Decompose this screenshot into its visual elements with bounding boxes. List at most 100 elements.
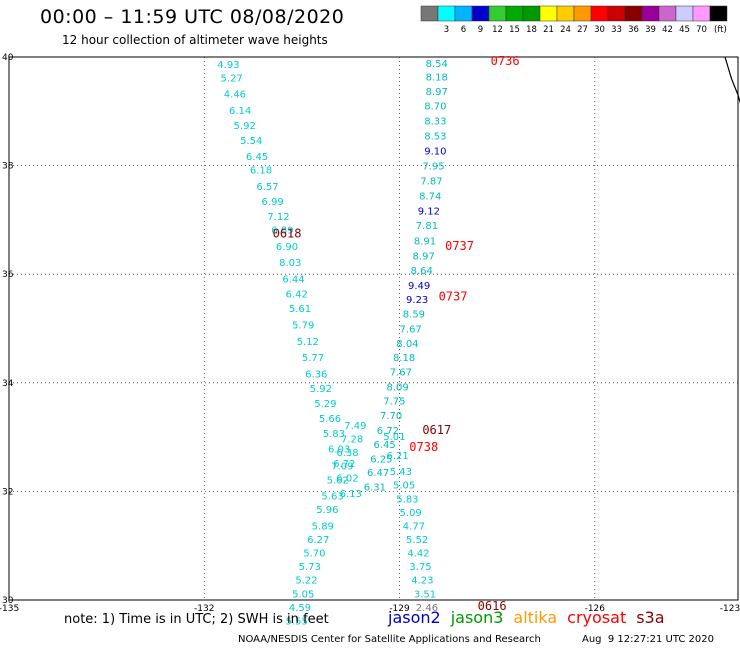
wave-height-value: 7.75 — [383, 397, 405, 408]
colorbar-label: 30 — [594, 25, 605, 35]
wave-height-value: 8.91 — [414, 236, 436, 247]
pass-time-label: 0618 — [273, 226, 302, 240]
lon-tick-label: -126 — [585, 604, 606, 614]
wave-height-value: 4.77 — [403, 521, 425, 532]
wave-height-value: 6.90 — [276, 242, 298, 253]
credit-text: NOAA/NESDIS Center for Satellite Applica… — [238, 634, 541, 645]
colorbar-label: 9 — [478, 25, 483, 35]
wave-height-value: 6.03 — [328, 444, 350, 455]
generated-timestamp: Aug 9 12:27:21 UTC 2020 — [582, 634, 714, 645]
wave-height-value: 6.27 — [307, 535, 329, 546]
lon-tick-label: -132 — [194, 604, 214, 614]
colorbar-label: 3 — [444, 25, 449, 35]
wave-height-value: 7.12 — [267, 212, 289, 223]
wave-height-value: 5.92 — [310, 384, 332, 395]
wave-height-value: 4.59 — [289, 603, 311, 614]
wave-height-value: 5.01 — [383, 432, 405, 443]
wave-height-value: 7.95 — [422, 161, 444, 172]
wave-height-value: 6.44 — [282, 274, 304, 285]
wave-height-value: 7.67 — [400, 324, 422, 335]
colorbar-label: 39 — [645, 25, 656, 35]
wave-height-value: 2.46 — [416, 603, 438, 614]
wave-height-value: 7.67 — [390, 368, 412, 379]
lon-tick-label: -135 — [0, 604, 19, 614]
wave-height-value: 5.70 — [303, 549, 325, 560]
wave-height-value: 6.25 — [370, 455, 392, 466]
wave-height-value: 8.18 — [393, 353, 415, 364]
pass-time-label: 0616 — [478, 599, 507, 613]
wave-height-value: 6.38 — [336, 448, 358, 459]
colorbar-label: 12 — [492, 25, 503, 35]
wave-height-value: 6.14 — [229, 106, 251, 117]
wave-height-value: 5.73 — [299, 562, 321, 573]
wave-height-value: 8.53 — [424, 132, 446, 143]
colorbar-label: 21 — [543, 25, 554, 35]
colorbar-label: 27 — [577, 25, 588, 35]
colorbar-unit: (ft) — [714, 25, 727, 35]
wave-height-value: 6.57 — [256, 182, 278, 193]
wave-height-value: 6.45 — [246, 152, 268, 163]
wave-height-value: 8.03 — [279, 258, 301, 269]
page-subtitle: 12 hour collection of altimeter wave hei… — [62, 33, 328, 47]
wave-height-value: 7.28 — [341, 435, 363, 446]
colorbar-label: 33 — [611, 25, 622, 35]
wave-height-value: 6.31 — [364, 482, 386, 493]
wave-height-value: 5.54 — [240, 136, 262, 147]
satellite-legend: jason2 jason3 altika cryosat s3a — [388, 608, 675, 627]
wave-height-value: 8.97 — [426, 87, 448, 98]
lon-tick-label: -123 — [720, 604, 740, 614]
wave-height-value: 9.49 — [408, 281, 430, 292]
wave-height-value: 5.89 — [312, 521, 334, 532]
wave-height-value: 6.99 — [262, 197, 284, 208]
wave-height-value: 5.83 — [323, 429, 345, 440]
wave-height-value: 9.10 — [424, 147, 446, 158]
wave-height-value: 7.70 — [380, 411, 402, 422]
colorbar-label: 42 — [662, 25, 673, 35]
wave-height-value: 8.64 — [411, 266, 433, 277]
wave-height-value: 6.47 — [367, 468, 389, 479]
wave-height-value: 5.63 — [321, 492, 343, 503]
wave-height-value: 8.04 — [396, 339, 418, 350]
lat-tick-label: 38 — [2, 162, 14, 172]
wave-height-value: 9.12 — [418, 206, 440, 217]
wave-height-value: 5.12 — [297, 337, 319, 348]
wave-height-value: 8.97 — [413, 252, 435, 263]
lon-tick-label: -129 — [389, 604, 410, 614]
wave-height-value: 6.89 — [271, 225, 293, 236]
wave-height-value: 5.05 — [292, 589, 314, 600]
wave-height-value: 8.59 — [403, 310, 425, 321]
wave-height-value: 7.49 — [344, 421, 366, 432]
page-title: 00:00 – 11:59 UTC 08/08/2020 — [40, 6, 345, 28]
wave-height-value: 7.81 — [416, 221, 438, 232]
wave-height-value: 6.45 — [374, 440, 396, 451]
footer-note: note: 1) Time is in UTC; 2) SWH is in fe… — [64, 612, 329, 627]
wave-height-value: 5.79 — [292, 321, 314, 332]
wave-height-value: 6.21 — [387, 451, 409, 462]
legend-jason3: jason3 — [450, 608, 504, 627]
colorbar-label: 36 — [628, 25, 639, 35]
wave-height-value: 4.42 — [407, 549, 429, 560]
wave-height-value: 5.66 — [319, 414, 341, 425]
wave-height-value: 6.42 — [286, 290, 308, 301]
wave-height-value: 4.93 — [217, 60, 239, 71]
legend-altika: altika — [513, 608, 558, 627]
wave-height-value: 5.09 — [400, 508, 422, 519]
color-scale-bar: 3 6 9 12 15 18 21 24 27 30 33 36 39 42 45 70 (ft) — [420, 5, 728, 35]
wave-height-value: 5.55 — [286, 616, 308, 627]
wave-height-value: 5.92 — [234, 121, 256, 132]
lat-tick-label: 34 — [2, 379, 14, 389]
wave-height-value: 4.23 — [411, 576, 433, 587]
lat-tick-label: 30 — [2, 596, 14, 606]
wave-height-value: 5.29 — [314, 399, 336, 410]
wave-height-value: 5.77 — [302, 353, 324, 364]
wave-height-value: 9.23 — [406, 295, 428, 306]
wave-height-value: 3.51 — [414, 589, 436, 600]
wave-height-value: 5.83 — [396, 494, 418, 505]
wave-height-value: 6.36 — [305, 369, 327, 380]
wave-height-value: 5.22 — [295, 576, 317, 587]
wave-height-value: 8.54 — [426, 59, 448, 70]
map-frame — [8, 56, 739, 601]
wave-height-value: 5.27 — [221, 73, 243, 84]
wave-height-value: 5.52 — [406, 535, 428, 546]
pass-time-label: 0738 — [409, 440, 438, 454]
